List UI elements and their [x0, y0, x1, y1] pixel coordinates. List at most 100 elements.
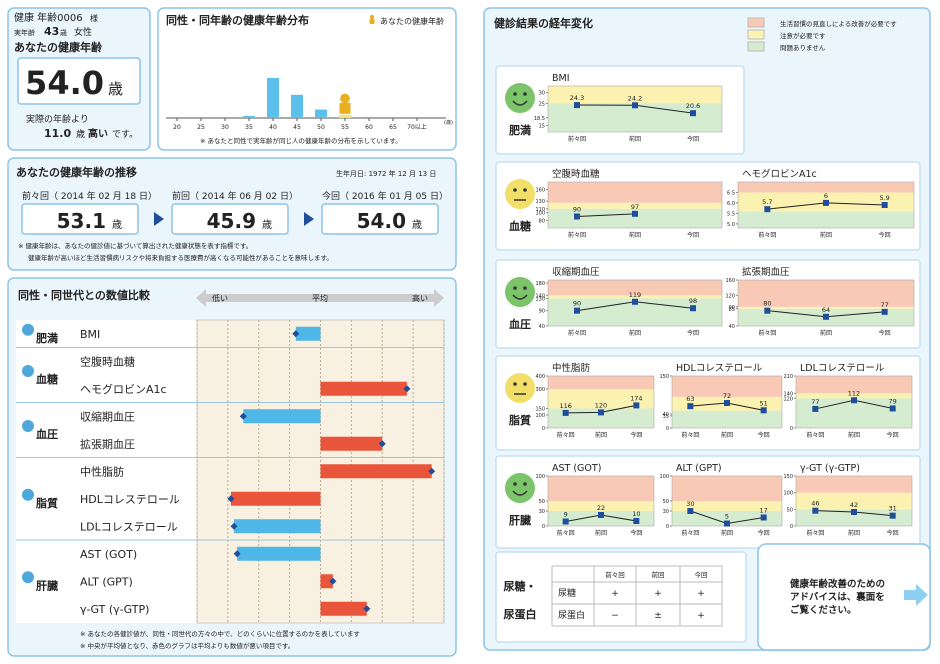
- group-icon: [22, 488, 34, 501]
- scale-avg: 平均: [312, 293, 328, 303]
- period-label: 今回: [687, 231, 699, 239]
- face-mouth: [512, 100, 528, 106]
- point: [687, 508, 694, 514]
- point: [690, 305, 696, 312]
- comparison-bar: [234, 519, 321, 534]
- comparison-bar: [320, 464, 432, 479]
- range-band: [738, 306, 914, 309]
- histogram-bar: [315, 109, 327, 118]
- range-band: [738, 280, 914, 307]
- face-eye: [513, 188, 517, 192]
- y-tick-label: 0: [790, 524, 793, 530]
- period-label: 前回: [629, 231, 641, 239]
- period-label: 今回: [758, 529, 770, 537]
- trend-note: ※ 健康年齢は、あなたの健診値に基づいて算出された健康状態を表す指標です。: [18, 241, 252, 250]
- period-label: 前々回: [758, 231, 776, 239]
- urine-row-label: 尿糖: [558, 587, 576, 599]
- period-label: 前回: [721, 529, 733, 537]
- histogram-bar: [291, 94, 303, 118]
- scale-arrow: [196, 289, 444, 307]
- item-label: BMI: [80, 328, 100, 341]
- value-label: 20.6: [686, 102, 700, 110]
- y-tick-label: 110: [535, 207, 545, 213]
- value-label: 17: [760, 507, 768, 515]
- y-tick-label: 100: [535, 211, 545, 217]
- y-tick-label: 400: [535, 374, 545, 380]
- point: [764, 307, 771, 314]
- item-label: 中性脂肪: [80, 464, 124, 478]
- face: [505, 179, 535, 209]
- y-tick-label: 18.5: [534, 116, 545, 122]
- range-band: [548, 182, 722, 203]
- y-tick-label: 120: [783, 396, 793, 402]
- legend-text: 生活習慣の見直しによる改善が必要です: [780, 19, 897, 28]
- value-label: 31: [889, 505, 897, 513]
- urine-header: 前回: [652, 570, 665, 579]
- y-tick-label: 0: [542, 426, 545, 432]
- urine-row-label: 尿蛋白: [558, 609, 585, 621]
- period-label: 前々回: [557, 431, 575, 439]
- point: [574, 213, 580, 220]
- y-tick-label: 50: [663, 499, 669, 505]
- value-label: 30: [686, 500, 694, 508]
- urine-header: 前々回: [605, 570, 625, 579]
- face-eye: [523, 286, 527, 290]
- range-band: [548, 501, 654, 511]
- item-label: γ-GT (γ-GTP): [80, 603, 149, 616]
- chart-frame: [547, 85, 723, 133]
- point: [889, 405, 896, 412]
- range-band: [548, 280, 722, 296]
- value-label: 5.7: [762, 198, 772, 206]
- value-label: 90: [573, 206, 581, 214]
- comparison-bar: [243, 409, 321, 424]
- period-label: 前回: [820, 231, 832, 239]
- health-age-box: [17, 57, 141, 105]
- y-tick-label: 130: [535, 296, 545, 302]
- chart-title: ALT (GPT): [676, 463, 722, 474]
- histogram-bar: [363, 116, 375, 118]
- period-label: 今回: [879, 231, 891, 239]
- urine-cell: +: [654, 589, 662, 599]
- point: [562, 518, 569, 525]
- y-tick-label: 90: [729, 305, 735, 311]
- y-tick-label: 150: [535, 407, 545, 413]
- chart-frame: [671, 375, 783, 429]
- comparison-bar: [230, 491, 321, 506]
- diff-suffix: です。: [112, 129, 138, 140]
- age-tick-label: 45: [293, 124, 301, 131]
- y-tick-label: 140: [535, 293, 545, 299]
- range-band: [738, 182, 914, 193]
- trend-label: 前回（ 2014 年 06 月 02 日）: [172, 190, 298, 202]
- face-eye: [523, 482, 527, 486]
- y-tick-label: 120: [725, 293, 735, 299]
- y-tick-label: 40: [729, 324, 735, 330]
- value-label: 64: [822, 306, 830, 314]
- y-tick-label: 0: [666, 426, 669, 432]
- point: [851, 397, 857, 404]
- trend-box: [321, 203, 439, 235]
- y-tick-label: 6.5: [727, 190, 735, 196]
- comparison-marker: [239, 412, 247, 420]
- range-band: [548, 86, 722, 104]
- scale-high: 高い: [412, 293, 428, 303]
- range-band: [672, 476, 782, 501]
- item-label: AST (GOT): [80, 548, 137, 561]
- item-label: ヘモグロビンA1c: [80, 382, 167, 396]
- trend-unit: 歳: [112, 219, 122, 231]
- period-label: 前回: [721, 431, 733, 439]
- face-eye: [523, 188, 527, 192]
- y-tick-label: 35: [663, 414, 669, 420]
- range-band: [548, 202, 722, 209]
- comparison-bar: [237, 546, 321, 561]
- diff-word: 高い: [88, 127, 108, 140]
- urine-title: 尿蛋白: [504, 607, 537, 621]
- trend-value: 53.1: [57, 209, 106, 233]
- point: [632, 298, 638, 305]
- face-mouth: [512, 294, 528, 300]
- value-label: 79: [889, 397, 897, 405]
- period-label: 前々回: [681, 431, 699, 439]
- point: [574, 307, 580, 314]
- y-tick-label: 160: [725, 278, 735, 284]
- item-label: HDLコレステロール: [80, 493, 180, 506]
